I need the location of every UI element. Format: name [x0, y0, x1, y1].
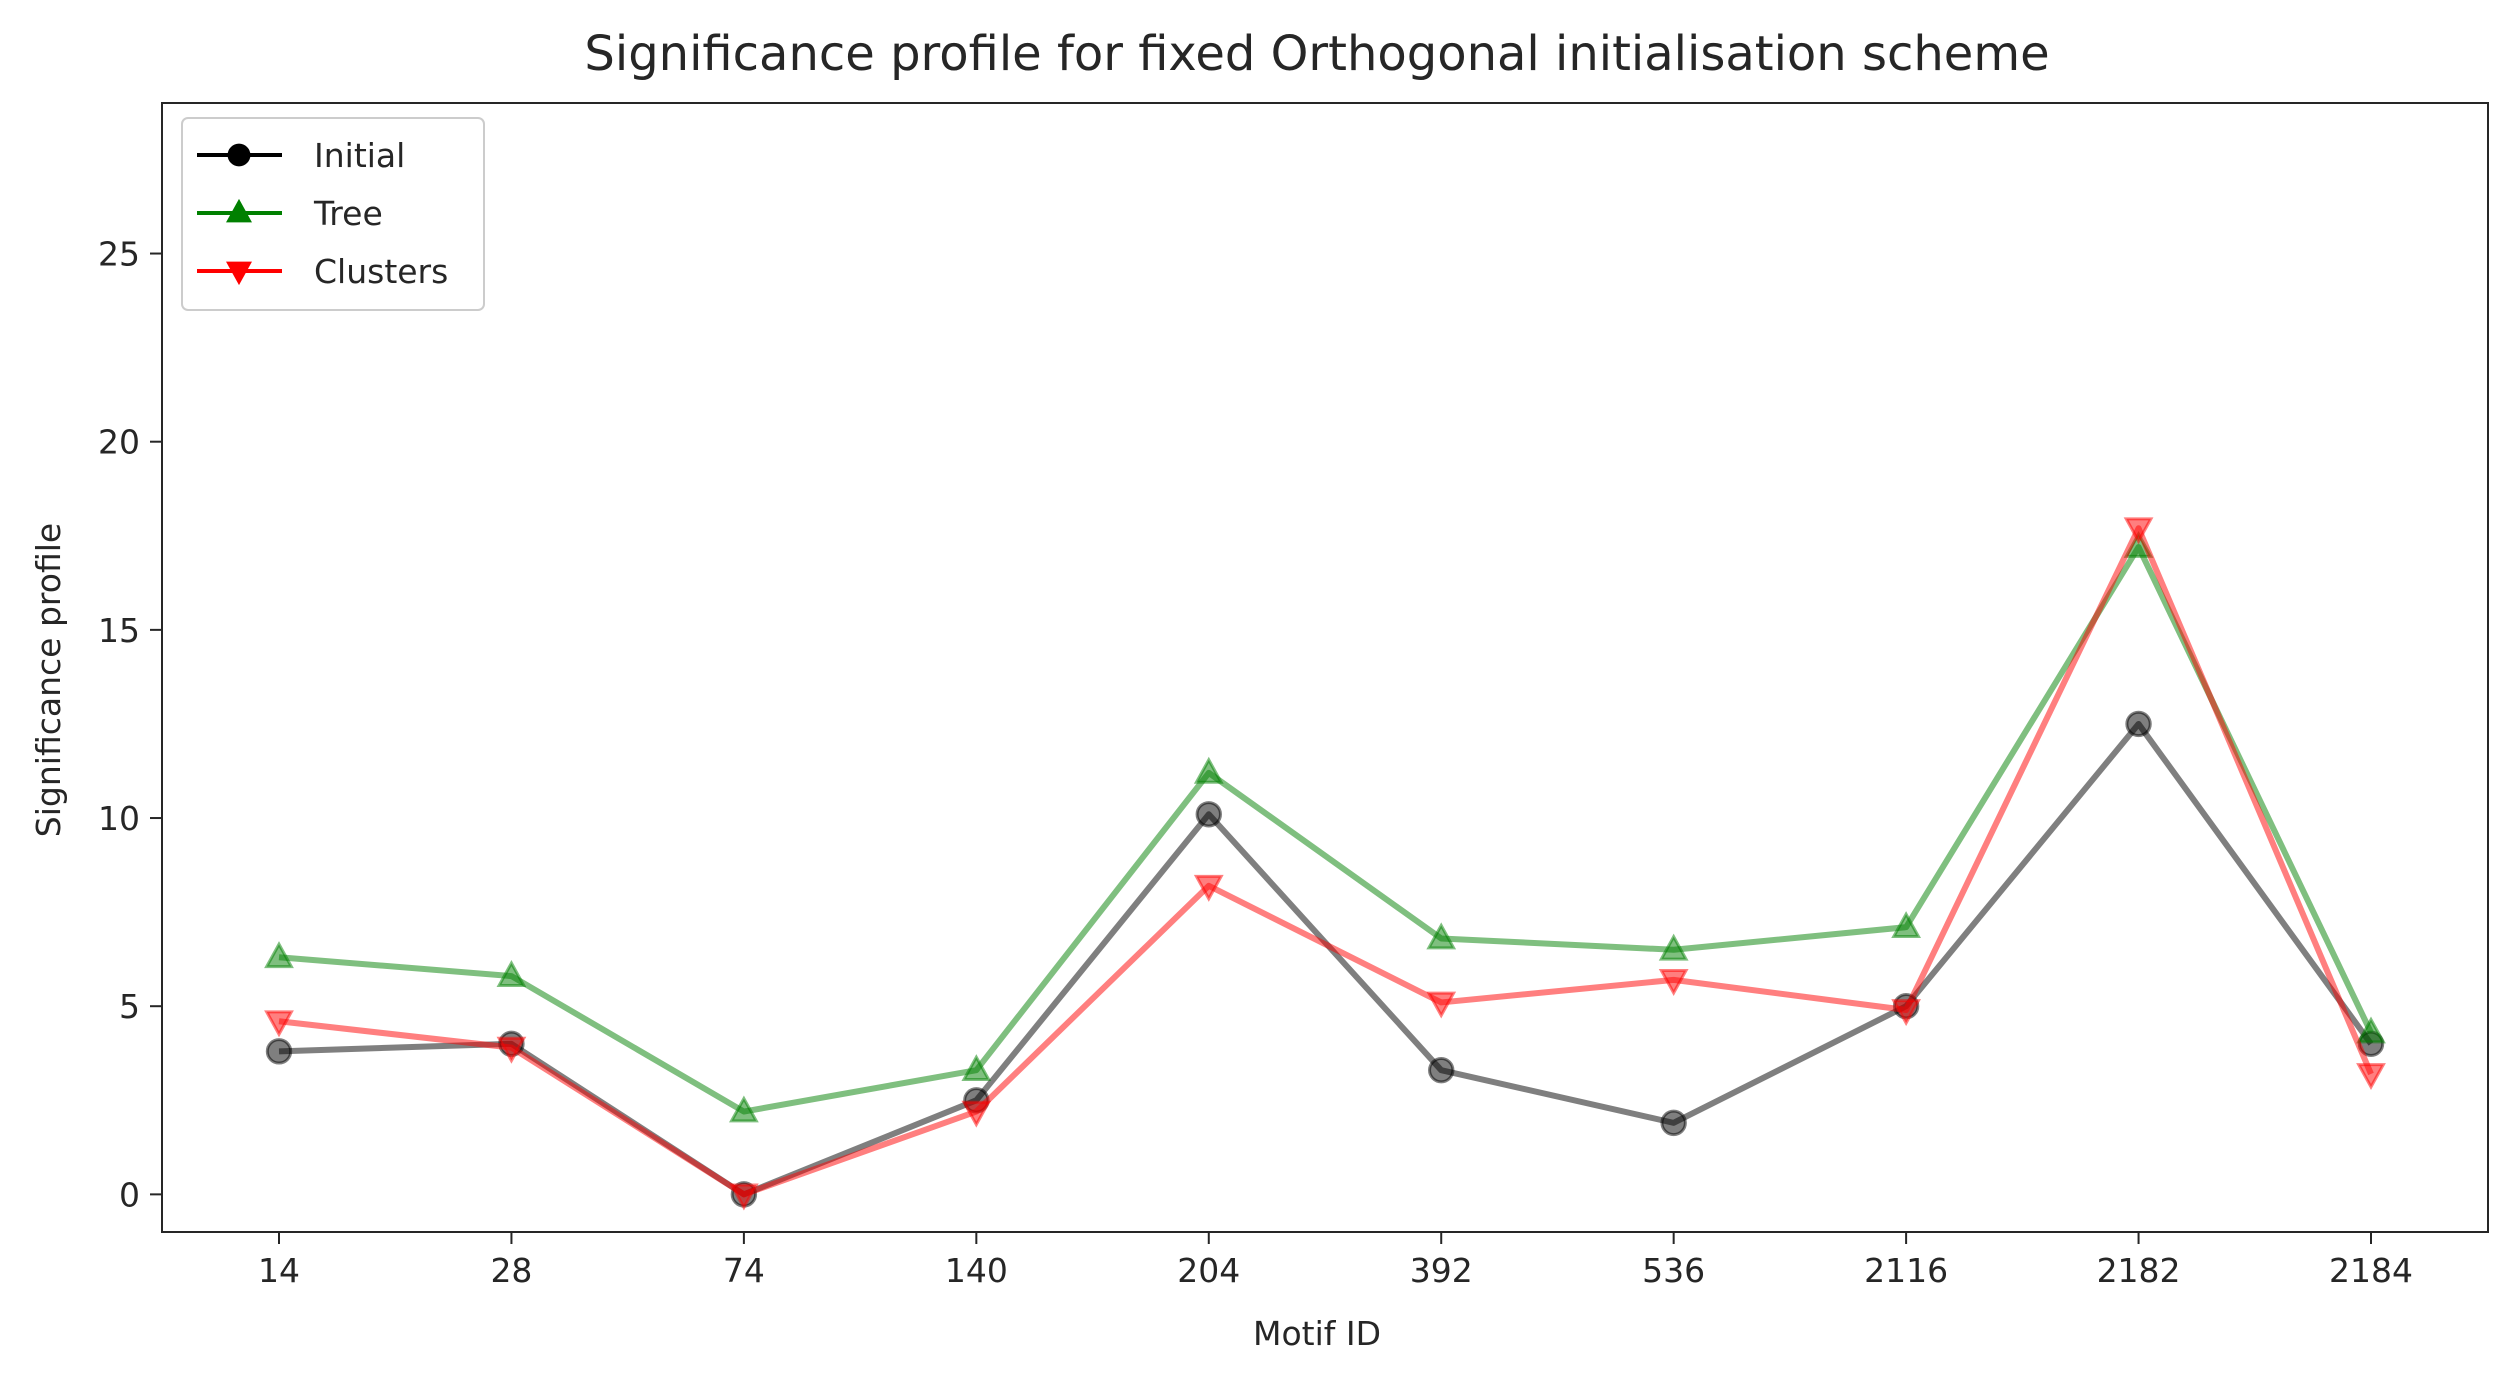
y-tick-label: 0 — [119, 1175, 140, 1214]
data-point-tree — [1193, 756, 1224, 784]
data-point-clusters — [728, 1183, 759, 1211]
x-axis-title: Motif ID — [1253, 1314, 1381, 1353]
data-point-tree — [2356, 1016, 2386, 1044]
series-clusters — [264, 517, 2386, 1211]
series-line-clusters — [278, 525, 2374, 1198]
y-tick-label: 20 — [98, 423, 140, 462]
data-point-tree — [961, 1054, 992, 1082]
legend-label-tree: Tree — [313, 194, 383, 233]
data-point-tree — [1426, 922, 1457, 950]
data-point-tree — [264, 941, 294, 969]
legend-label-clusters: Clusters — [314, 252, 448, 291]
legend-item-clusters: Clusters — [197, 252, 448, 291]
y-tick-label: 25 — [98, 235, 140, 274]
data-point-initial — [265, 1038, 293, 1065]
plot-frame — [161, 102, 2489, 1233]
data-point-clusters — [264, 1010, 294, 1038]
legend-marker-initial — [227, 143, 251, 167]
y-tick-label: 15 — [98, 611, 140, 650]
legend: Initial Tree Clusters — [181, 117, 485, 311]
data-point-initial — [1660, 1109, 1687, 1137]
legend-marker-clusters — [226, 261, 252, 286]
series-tree — [264, 530, 2386, 1123]
data-point-clusters — [1658, 968, 1689, 996]
x-tick-label: 2116 — [1864, 1251, 1948, 1290]
x-tick-label: 2184 — [2329, 1251, 2413, 1290]
data-point-clusters — [2356, 1063, 2386, 1091]
data-point-initial — [1428, 1056, 1455, 1084]
legend-item-tree: Tree — [197, 194, 383, 233]
plot-area: 14 28 74 140 204 392 536 2116 2182 2184 0 5 10 15 20 25 — [98, 102, 2489, 1290]
legend-item-initial: Initial — [197, 136, 405, 175]
x-tick-label: 140 — [945, 1251, 1008, 1290]
data-point-initial — [2125, 710, 2152, 738]
data-point-tree — [1658, 933, 1689, 961]
data-point-clusters — [496, 1036, 527, 1064]
data-point-clusters — [2123, 517, 2154, 545]
y-axis-title: Significance profile — [29, 523, 68, 837]
data-point-tree — [728, 1095, 759, 1123]
chart-title: Significance profile for fixed Orthogona… — [584, 26, 2049, 82]
x-tick-label: 204 — [1177, 1251, 1240, 1290]
y-tick-label: 5 — [119, 987, 140, 1026]
legend-marker-tree — [226, 198, 252, 223]
data-point-clusters — [1891, 999, 1922, 1027]
data-point-clusters — [961, 1100, 992, 1128]
data-point-tree — [496, 959, 527, 987]
x-tick-label: 2182 — [2097, 1251, 2181, 1290]
data-point-initial — [1195, 801, 1222, 828]
data-point-clusters — [1193, 874, 1224, 902]
legend-frame — [181, 117, 485, 311]
x-tick-label: 536 — [1642, 1251, 1705, 1290]
x-tick-label: 14 — [258, 1251, 300, 1290]
legend-label-initial: Initial — [314, 136, 405, 175]
x-tick-label: 74 — [723, 1251, 765, 1290]
data-point-clusters — [1426, 991, 1457, 1019]
series-line-tree — [278, 544, 2374, 1115]
y-tick-label: 10 — [98, 799, 140, 838]
x-tick-label: 28 — [490, 1251, 532, 1290]
x-tick-label: 392 — [1410, 1251, 1473, 1290]
data-point-tree — [1891, 911, 1922, 939]
